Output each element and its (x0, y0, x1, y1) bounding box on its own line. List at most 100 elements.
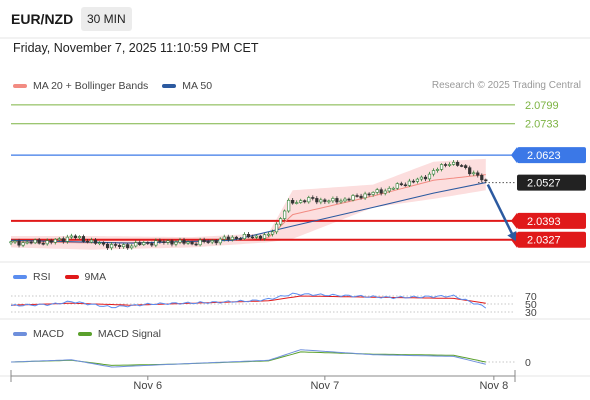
candle-body (33, 239, 37, 244)
rsi-legend: RSI 9MA (13, 271, 120, 283)
legend-item-macd: MACD (33, 328, 64, 340)
candle-body (335, 198, 339, 203)
ma50-line (10, 182, 486, 244)
candle-body (9, 241, 13, 244)
legend-item-macd-signal: MACD Signal (97, 328, 161, 340)
candle-body (295, 202, 299, 204)
candle-body (343, 198, 347, 202)
pair-title: EUR/NZD (11, 11, 74, 27)
candle-body (427, 173, 432, 180)
candle-body (114, 244, 118, 246)
candle-body (246, 234, 251, 238)
candle-body (307, 197, 311, 203)
candle-body (230, 236, 234, 240)
candle-body (339, 200, 343, 203)
rsi-tick-30: 30 (525, 307, 537, 319)
candle-body (278, 218, 283, 225)
x-tick-label: Nov 6 (133, 380, 162, 392)
rsi-tick-50: 50 (525, 299, 537, 311)
level-2-0623-tag-arrow (511, 147, 517, 164)
level-2-0327-tag (517, 231, 586, 248)
level-2-0527-tag (517, 174, 586, 191)
candle-body (331, 198, 335, 202)
legend-item-ma20: MA 20 + Bollinger Bands (13, 80, 148, 92)
candle-body (468, 167, 472, 175)
level-2-0799-label: 2.0799 (525, 100, 559, 112)
candle-body (105, 243, 110, 249)
legend-item-ma50: MA 50 (162, 80, 212, 92)
candle-body (452, 161, 456, 165)
candle-body (89, 239, 94, 243)
candle-body (375, 189, 379, 193)
candle-body (126, 244, 130, 249)
candle-body (150, 243, 154, 246)
candle-body (130, 245, 134, 249)
rsi-line (10, 292, 487, 309)
candle-body (435, 169, 440, 171)
candle-body (262, 234, 267, 239)
level-2-0393-label: 2.0393 (527, 216, 561, 228)
candle-body (399, 183, 403, 186)
candle-body (122, 244, 126, 248)
candle-body (460, 165, 464, 167)
candle-body (61, 238, 65, 242)
candle-body (81, 236, 86, 242)
candle-body (93, 239, 98, 244)
candle-body (202, 239, 206, 242)
x-tick-label: Nov 7 (310, 380, 339, 392)
candle-body (218, 238, 222, 244)
candle-body (395, 183, 399, 189)
candle-body (138, 242, 142, 245)
candle-body (178, 239, 182, 243)
candle-body (25, 241, 29, 244)
candle-body (17, 240, 21, 246)
candle-body (387, 187, 391, 192)
candle-body (419, 176, 424, 180)
level-2-0527-label: 2.0527 (527, 178, 561, 190)
candle-body (146, 242, 150, 244)
level-2-0393-tag (517, 212, 586, 229)
candle-body (73, 235, 77, 239)
ma20-line (10, 174, 486, 244)
date-line: Friday, November 7, 2025 11:10:59 PM CET (13, 41, 259, 55)
level-2-0733-label: 2.0733 (525, 119, 559, 131)
candle-body (170, 240, 174, 245)
candle-body (142, 242, 146, 245)
candle-body (423, 176, 428, 180)
candle-body (431, 170, 436, 175)
candle-body (480, 174, 484, 181)
timeframe-button[interactable]: 30 MIN (81, 7, 132, 31)
candle-body (97, 242, 102, 245)
candle-body (234, 236, 238, 239)
level-2-0327-tag-arrow (511, 231, 517, 248)
candle-body (359, 195, 363, 199)
candle-body (49, 240, 53, 243)
candle-body (415, 178, 420, 182)
candle-body (206, 241, 210, 243)
legend-item-rsi: RSI (33, 271, 51, 283)
candle-body (134, 242, 138, 247)
candle-body (258, 235, 263, 239)
projection-arrow-head (507, 231, 517, 242)
candle-body (367, 193, 371, 196)
candle-body (186, 241, 190, 244)
candle-body (57, 238, 61, 240)
rsi-9ma-line (10, 295, 486, 306)
candle-body (29, 241, 33, 244)
candle-body (283, 210, 287, 219)
candle-body (182, 239, 186, 244)
macd-line (10, 349, 486, 368)
candle-body (37, 239, 41, 244)
candle-body (210, 240, 214, 243)
macd-tick-0: 0 (525, 357, 531, 369)
candle-body (327, 200, 331, 203)
candle-body (299, 200, 303, 203)
header-bar: EUR/NZD 30 MIN (0, 0, 590, 38)
candle-body (53, 239, 57, 243)
candle-body (391, 187, 395, 190)
candle-body (363, 193, 367, 199)
x-tick-label: Nov 8 (479, 380, 508, 392)
candle-body (287, 199, 291, 212)
main-legend: MA 20 + Bollinger Bands MA 50 (13, 80, 226, 92)
